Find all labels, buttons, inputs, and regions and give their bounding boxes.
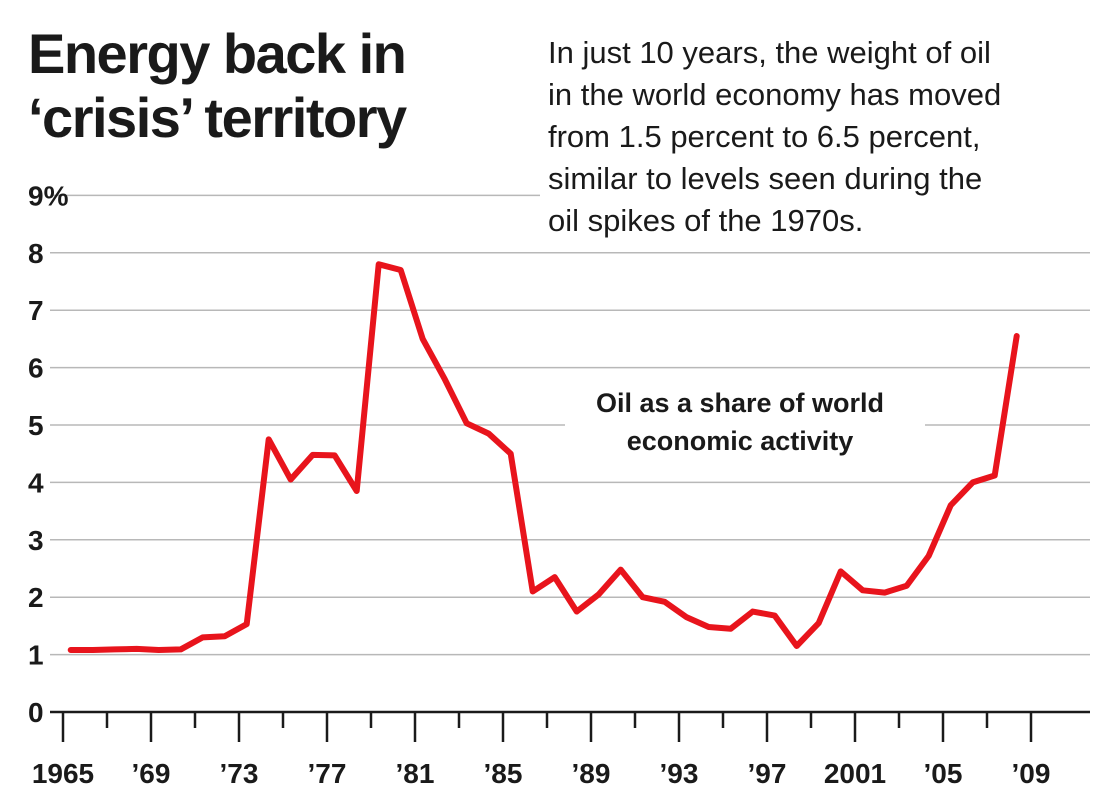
y-tick-label: 6	[28, 353, 44, 384]
y-tick-label: 1	[28, 640, 44, 671]
y-tick-label: 5	[28, 410, 44, 441]
y-tick-label: 7	[28, 295, 44, 326]
subtitle-line: from 1.5 percent to 6.5 percent,	[548, 119, 981, 154]
y-tick-label: 8	[28, 238, 44, 269]
x-tick-label: 1965	[32, 758, 94, 789]
y-tick-label: 4	[28, 467, 44, 498]
x-tick-label: ’93	[660, 758, 699, 789]
x-tick-label: ’97	[748, 758, 787, 789]
chart-title: Energy back in ‘crisis’ territory	[28, 22, 528, 150]
y-tick-label: 3	[28, 525, 44, 556]
subtitle-line: In just 10 years, the weight of oil	[548, 35, 991, 70]
subtitle-line: oil spikes of the 1970s.	[548, 203, 864, 238]
series-line	[67, 261, 1020, 654]
x-tick-label: ’85	[484, 758, 523, 789]
x-tick-label: ’81	[396, 758, 435, 789]
series-label: Oil as a share of world	[596, 388, 884, 418]
x-tick-label: ’89	[572, 758, 611, 789]
series-label: economic activity	[627, 426, 854, 456]
y-tick-label: 2	[28, 582, 44, 613]
y-tick-label: 0	[28, 697, 44, 728]
subtitle-line: similar to levels seen during the	[548, 161, 983, 196]
x-tick-label: ’09	[1012, 758, 1051, 789]
x-tick-label: ’77	[308, 758, 347, 789]
series-label-background	[565, 380, 925, 464]
x-tick-label: ’73	[220, 758, 259, 789]
title-line: Energy back in	[28, 22, 407, 85]
chart-subtitle: In just 10 years, the weight of oil in t…	[540, 30, 1118, 246]
x-tick-label: ’69	[132, 758, 171, 789]
x-tick-label: 2001	[824, 758, 886, 789]
subtitle-line: in the world economy has moved	[548, 77, 1002, 112]
x-tick-label: ’05	[924, 758, 963, 789]
title-line: ‘crisis’ territory	[28, 86, 407, 149]
y-tick-label: 9%	[28, 180, 69, 211]
